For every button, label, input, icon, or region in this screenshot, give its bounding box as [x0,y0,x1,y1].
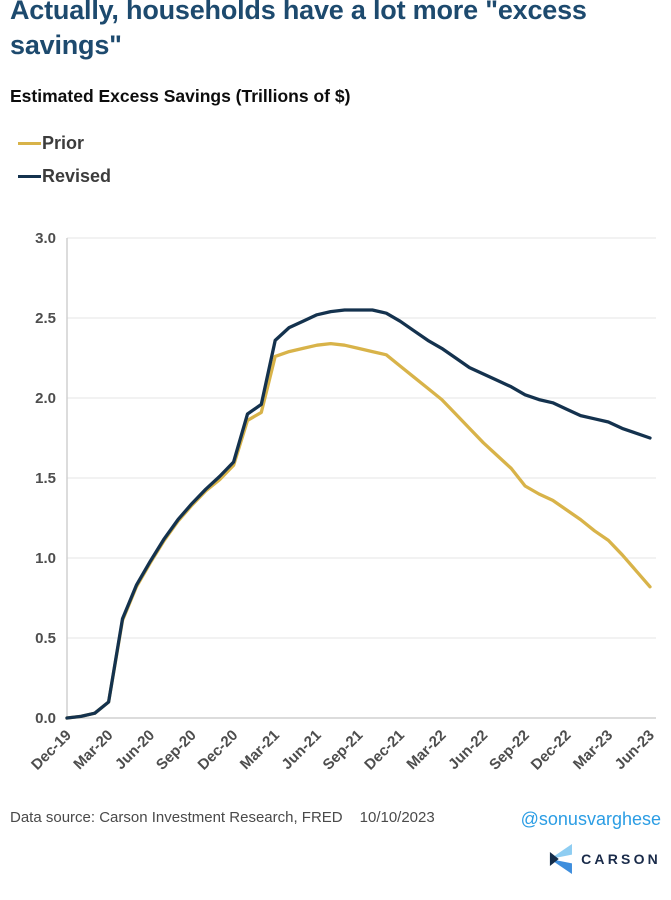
svg-text:3.0: 3.0 [35,230,56,247]
svg-text:Mar-23: Mar-23 [570,727,616,773]
revised-line-swatch [18,174,41,179]
svg-text:Jun-20: Jun-20 [112,727,158,773]
svg-text:0.5: 0.5 [35,630,56,647]
svg-text:Jun-22: Jun-22 [445,727,491,773]
data-source-date: 10/10/2023 [359,809,435,826]
chart-subtitle: Estimated Excess Savings (Trillions of $… [10,86,351,106]
svg-text:Dec-22: Dec-22 [528,727,575,774]
svg-text:Dec-21: Dec-21 [361,727,408,774]
svg-text:Sep-20: Sep-20 [153,727,200,774]
svg-text:0.0: 0.0 [35,710,56,727]
svg-text:1.0: 1.0 [35,550,56,567]
svg-text:Mar-20: Mar-20 [70,727,116,773]
svg-text:Sep-22: Sep-22 [486,727,533,774]
legend-item-prior: Prior [18,133,111,154]
svg-text:Mar-22: Mar-22 [403,727,449,773]
legend-item-revised: Revised [18,166,111,187]
svg-text:Dec-19: Dec-19 [28,727,75,774]
footer: Data source: Carson Investment Research,… [10,809,661,830]
twitter-handle-link[interactable]: @sonusvarghese [520,809,661,829]
svg-text:2.0: 2.0 [35,390,56,407]
carson-logo-text: CARSON [581,851,661,867]
carson-logo: CARSON [549,844,661,874]
svg-text:Jun-23: Jun-23 [612,727,658,773]
svg-text:Dec-20: Dec-20 [195,727,242,774]
data-source-text: Data source: Carson Investment Research,… [10,809,343,826]
svg-text:Mar-21: Mar-21 [237,727,283,773]
svg-text:Sep-21: Sep-21 [320,727,367,774]
svg-text:2.5: 2.5 [35,310,56,327]
legend-label-revised: Revised [42,166,112,186]
svg-text:Jun-21: Jun-21 [278,727,324,773]
svg-text:1.5: 1.5 [35,470,56,487]
legend-label-prior: Prior [42,133,85,153]
carson-logo-icon [550,844,573,874]
data-source-line: Data source: Carson Investment Research,… [10,809,435,826]
page-title: Actually, households have a lot more "ex… [10,0,587,60]
prior-line-swatch [18,141,41,146]
legend: Prior Revised [18,133,111,199]
